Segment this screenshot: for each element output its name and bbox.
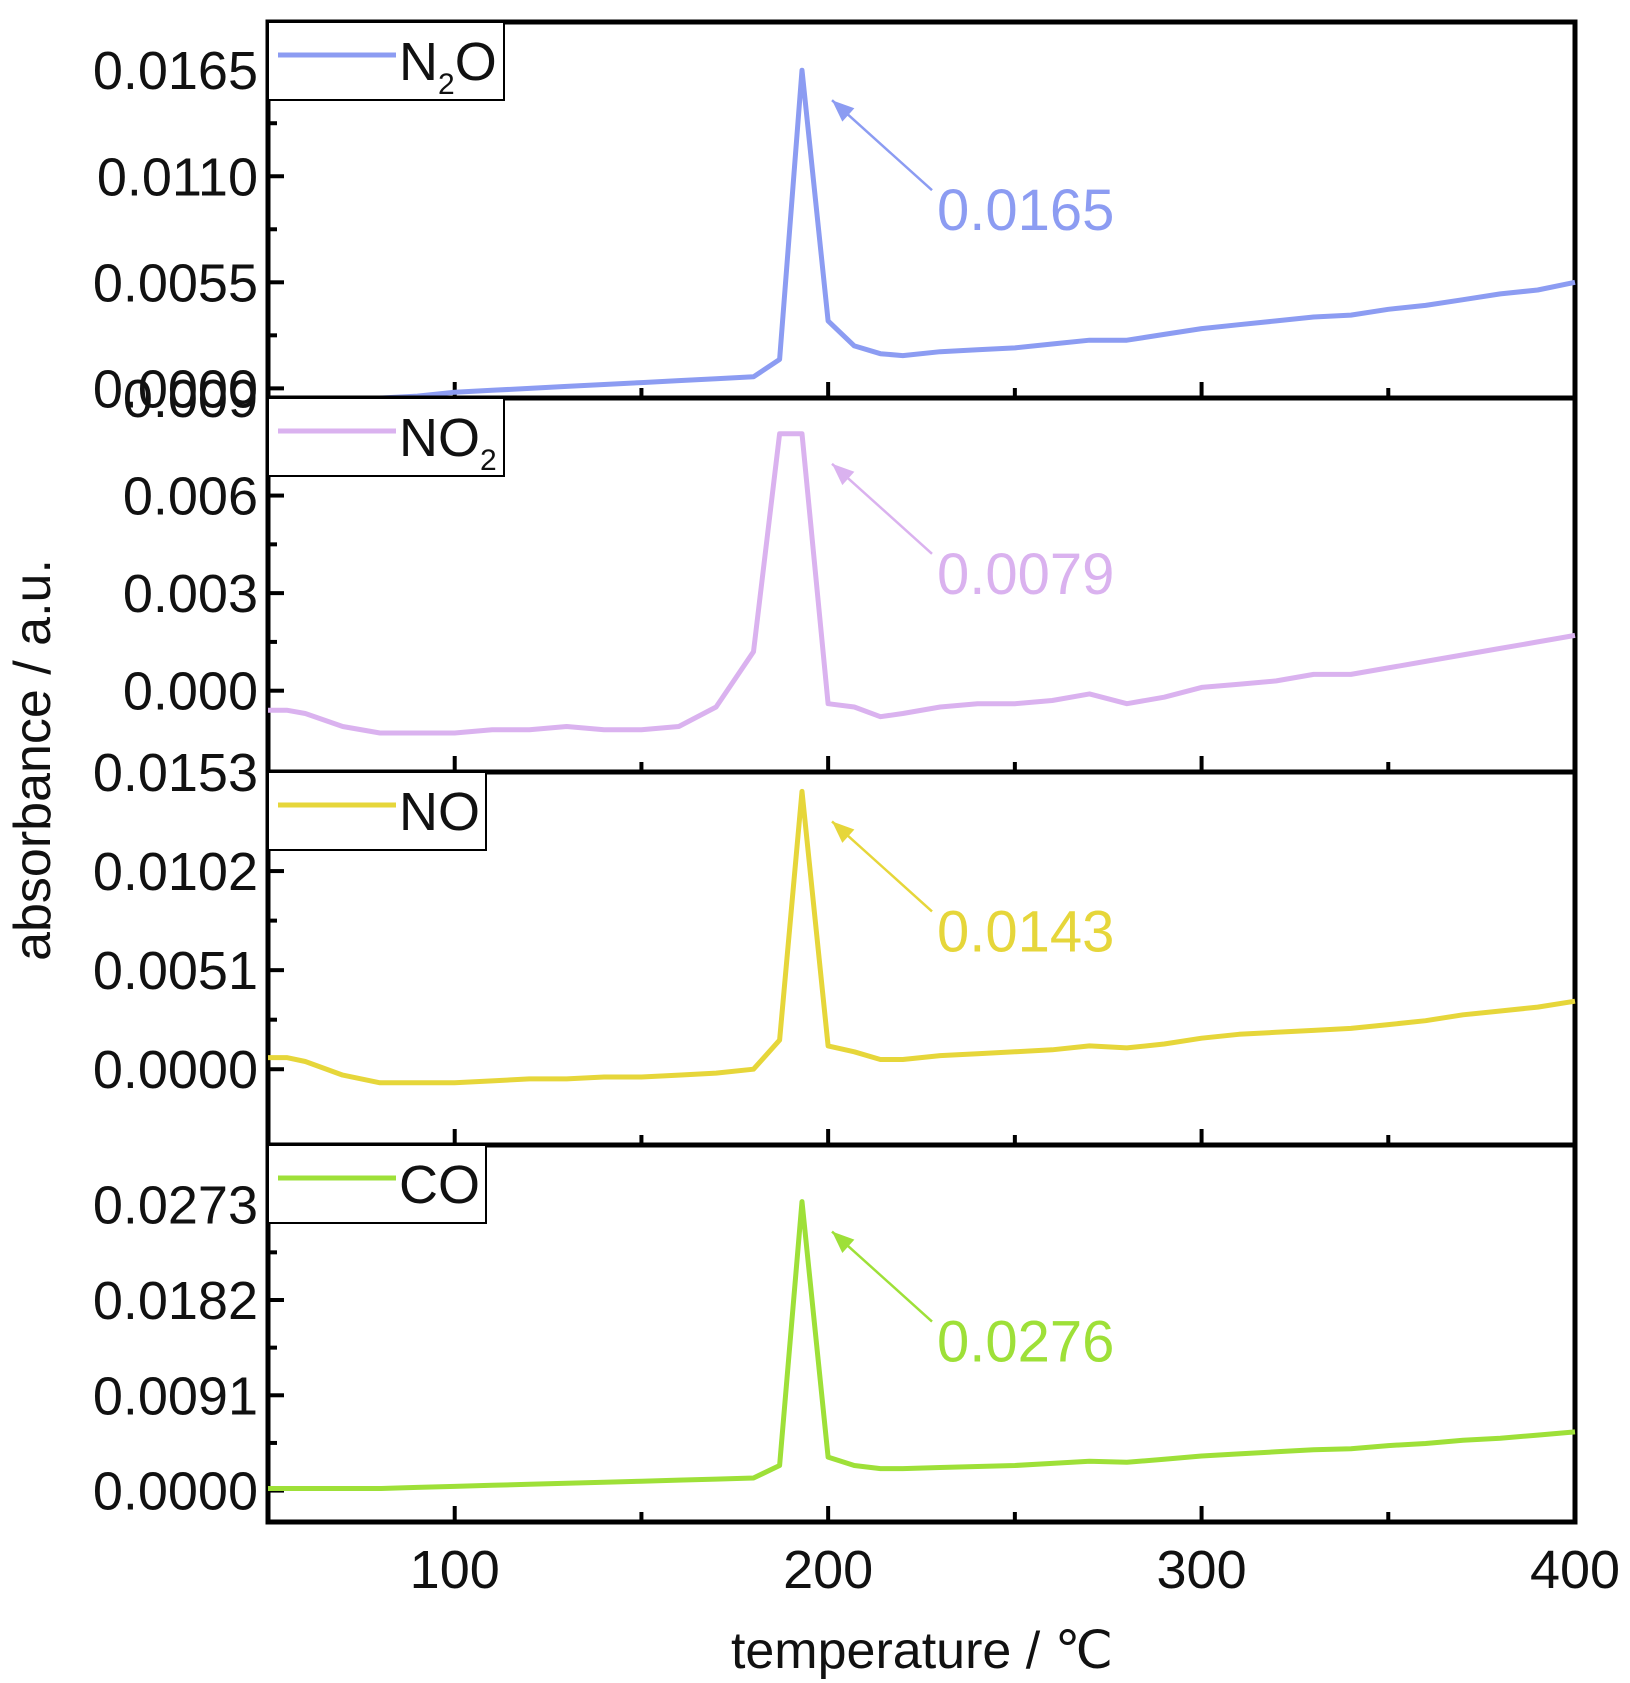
y-tick-label: 0.0000 (93, 1040, 258, 1100)
y-tick-label: 0.0165 (93, 41, 258, 101)
annotation-arrow-line (831, 462, 933, 555)
y-tick-label: 0.0051 (93, 941, 258, 1001)
y-tick-label: 0.0153 (93, 743, 258, 803)
x-tick-label: 100 (410, 1540, 500, 1600)
x-axis-tick-labels: 100 200 300 400 (410, 1540, 1620, 1600)
legend-label-main: CO (399, 1155, 480, 1215)
y-tick-label: 0.009 (123, 369, 258, 429)
y-tick-label: 0.000 (123, 662, 258, 722)
legend-label: N2O (399, 32, 497, 101)
legend-label-tail: O (455, 32, 497, 92)
series-line (268, 67, 1576, 401)
peak-annotation: 0.0165 (937, 178, 1114, 243)
x-tick-label: 400 (1530, 1540, 1620, 1600)
y-tick-label: 0.006 (123, 467, 258, 527)
panel-2: 0.000 0.003 0.006 0.009 0.0079 NO2 (123, 369, 1578, 775)
annotation-arrow-head (832, 821, 855, 843)
annotation-arrow-head (832, 463, 855, 486)
series-line (268, 1199, 1576, 1491)
panel-frame (265, 1142, 1578, 1525)
legend-label-subscript: 2 (438, 68, 455, 101)
y-tick-label: 0.0000 (93, 359, 258, 419)
peak-annotation: 0.0079 (937, 542, 1114, 607)
annotation-arrow-head (832, 1231, 855, 1253)
legend-box (267, 771, 487, 851)
y-tick-label: 0.0102 (93, 842, 258, 902)
legend-label: NO2 (399, 408, 497, 477)
legend-box (267, 397, 505, 477)
y-tick-label: 0.0182 (93, 1271, 258, 1331)
x-tick-label: 200 (783, 1540, 873, 1600)
legend-label-main: NO (399, 782, 480, 842)
panel-3: 0.0000 0.0051 0.0102 0.0153 0.0143 NO (93, 743, 1578, 1148)
panel-4: 0.0000 0.0091 0.0182 0.0273 0.0276 CO (93, 1142, 1578, 1525)
legend-label-main: NO (399, 408, 480, 468)
annotation-arrow-head (832, 100, 855, 122)
y-tick-label: 0.0000 (93, 1462, 258, 1522)
y-tick-label: 0.0055 (93, 253, 258, 313)
annotation-arrow-line (831, 820, 933, 913)
legend-box (267, 1144, 487, 1224)
peak-annotation: 0.0276 (937, 1310, 1114, 1375)
panel-1: 0.0000 0.0055 0.0110 0.0165 0.0165 N2O (93, 19, 1578, 419)
legend-box (267, 21, 505, 101)
y-tick-label: 0.0110 (97, 147, 258, 207)
y-axis-title: absorbance / a.u. (4, 559, 62, 961)
annotation-arrow-line (831, 99, 933, 192)
peak-annotation: 0.0143 (937, 899, 1114, 964)
legend-label: NO (399, 782, 480, 842)
x-tick-label: 300 (1157, 1540, 1247, 1600)
y-tick-label: 0.0091 (93, 1366, 258, 1426)
legend-label: CO (399, 1155, 480, 1215)
panels-layer: 0.00000.00550.01100.01650.0165N2O0.0000.… (93, 19, 1578, 1525)
legend-label-main: N (399, 32, 438, 92)
annotation-arrow-line (831, 1230, 933, 1323)
series-line (268, 431, 1576, 736)
y-tick-label: 0.0273 (93, 1176, 258, 1236)
legend-label-subscript: 2 (480, 444, 497, 477)
x-axis-title: temperature / ℃ (731, 1622, 1113, 1680)
y-tick-label: 0.003 (123, 564, 258, 624)
series-line (268, 788, 1576, 1086)
